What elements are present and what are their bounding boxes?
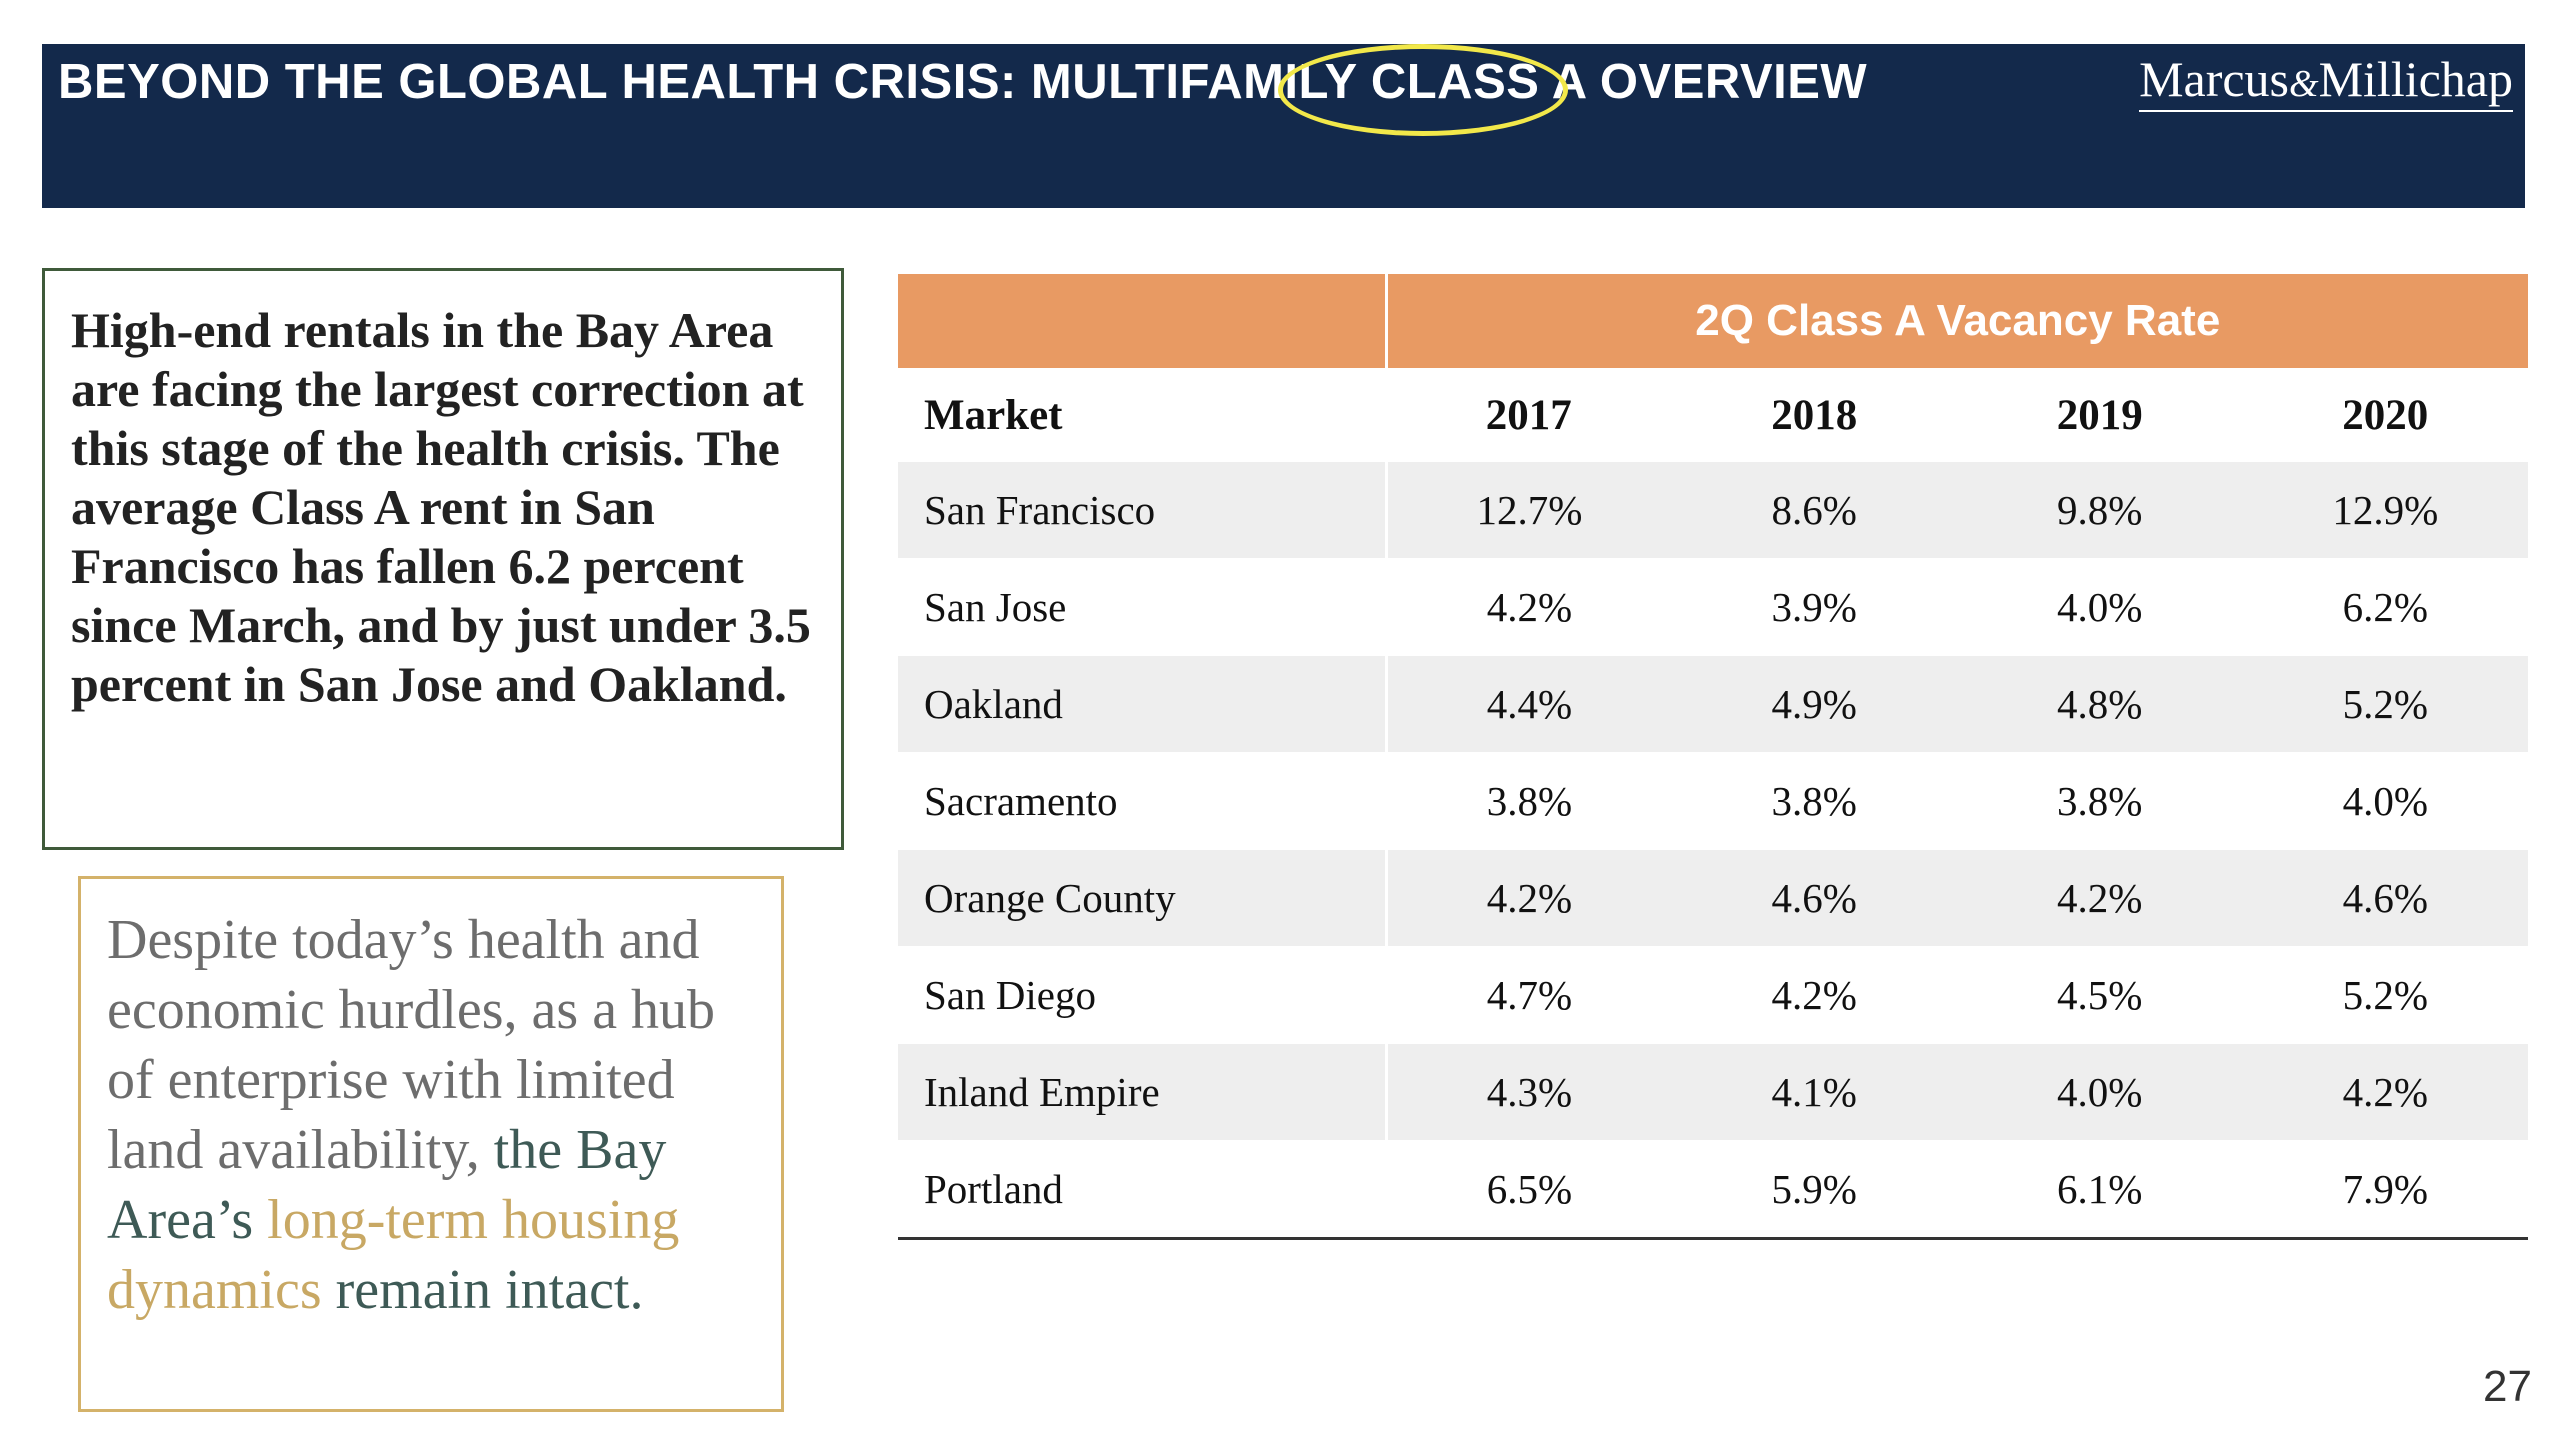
- rate-cell: 4.3%: [1386, 1043, 1672, 1141]
- vacancy-rate-table: 2Q Class A Vacancy Rate Market 2017 2018…: [898, 274, 2529, 1240]
- table-row: San Jose 4.2% 3.9% 4.0% 6.2%: [898, 558, 2529, 656]
- rate-cell: 4.9%: [1671, 655, 1957, 753]
- rate-cell: 3.8%: [1671, 752, 1957, 850]
- rate-cell: 4.5%: [1957, 946, 2243, 1044]
- rate-cell: 5.2%: [2242, 655, 2529, 753]
- rate-cell: 5.2%: [2242, 946, 2529, 1044]
- table-group-header-row: 2Q Class A Vacancy Rate: [898, 274, 2529, 368]
- rate-cell: 4.2%: [2242, 1043, 2529, 1141]
- highlight-ellipse: [1278, 44, 1568, 136]
- rate-cell: 4.2%: [1386, 558, 1672, 656]
- market-cell: San Francisco: [898, 462, 1388, 559]
- table-group-header: 2Q Class A Vacancy Rate: [1386, 274, 2529, 368]
- table-row: Orange County 4.2% 4.6% 4.2% 4.6%: [898, 849, 2529, 947]
- rate-cell: 8.6%: [1671, 462, 1957, 559]
- table-row: San Diego 4.7% 4.2% 4.5% 5.2%: [898, 946, 2529, 1044]
- rate-cell: 4.1%: [1671, 1043, 1957, 1141]
- rate-cell: 5.9%: [1671, 1140, 1957, 1240]
- logo-text-marcus: Marcus: [2139, 51, 2290, 107]
- rate-cell: 12.7%: [1386, 462, 1672, 559]
- rate-cell: 6.5%: [1386, 1140, 1672, 1240]
- rate-cell: 4.2%: [1671, 946, 1957, 1044]
- rate-cell: 6.1%: [1957, 1140, 2243, 1240]
- logo-ampersand: &: [2289, 63, 2319, 105]
- callout-text: High-end rentals in the Bay Area are fac…: [71, 302, 811, 712]
- table-row: San Francisco 12.7% 8.6% 9.8% 12.9%: [898, 462, 2529, 559]
- quote-emphasis: long-term housing dynamics: [107, 1189, 680, 1321]
- rate-cell: 4.4%: [1386, 655, 1672, 753]
- table-header-spacer: [898, 274, 1388, 368]
- slide-title: BEYOND THE GLOBAL HEALTH CRISIS: MULTIFA…: [58, 55, 1868, 109]
- page-number: 27: [2483, 1362, 2532, 1411]
- market-cell: Portland: [898, 1140, 1388, 1240]
- quote-part-1: Despite today’s health and economic hurd…: [107, 909, 716, 1181]
- rate-cell: 3.9%: [1671, 558, 1957, 656]
- quote-part-4: remain intact.: [321, 1259, 644, 1321]
- column-header-market: Market: [898, 368, 1386, 462]
- callout-box: High-end rentals in the Bay Area are fac…: [42, 268, 844, 850]
- rate-cell: 4.0%: [1957, 558, 2243, 656]
- rate-cell: 12.9%: [2242, 462, 2529, 559]
- column-header-2017: 2017: [1386, 368, 1672, 462]
- rate-cell: 3.8%: [1957, 752, 2243, 850]
- rate-cell: 4.8%: [1957, 655, 2243, 753]
- table-row: Oakland 4.4% 4.9% 4.8% 5.2%: [898, 655, 2529, 753]
- rate-cell: 4.6%: [1671, 849, 1957, 947]
- rate-cell: 4.6%: [2242, 849, 2529, 947]
- rate-cell: 3.8%: [1386, 752, 1672, 850]
- market-cell: San Jose: [898, 558, 1388, 656]
- column-header-2019: 2019: [1957, 368, 2243, 462]
- vacancy-table-container: 2Q Class A Vacancy Rate Market 2017 2018…: [898, 274, 2529, 1240]
- table-column-header-row: Market 2017 2018 2019 2020: [898, 368, 2529, 462]
- quote-part-2: the Bay Area’s: [107, 1119, 667, 1251]
- table-row: Portland 6.5% 5.9% 6.1% 7.9%: [898, 1140, 2529, 1240]
- rate-cell: 6.2%: [2242, 558, 2529, 656]
- market-cell: Sacramento: [898, 752, 1388, 850]
- table-row: Inland Empire 4.3% 4.1% 4.0% 4.2%: [898, 1043, 2529, 1141]
- rate-cell: 7.9%: [2242, 1140, 2529, 1240]
- rate-cell: 4.2%: [1957, 849, 2243, 947]
- quote-text: Despite today’s health and economic hurd…: [107, 905, 761, 1325]
- market-cell: Oakland: [898, 655, 1388, 753]
- logo-text-millichap: Millichap: [2318, 51, 2513, 107]
- table-row: Sacramento 3.8% 3.8% 3.8% 4.0%: [898, 752, 2529, 850]
- rate-cell: 4.7%: [1386, 946, 1672, 1044]
- quote-box: Despite today’s health and economic hurd…: [78, 876, 784, 1412]
- market-cell: San Diego: [898, 946, 1388, 1044]
- rate-cell: 4.2%: [1386, 849, 1672, 947]
- rate-cell: 4.0%: [1957, 1043, 2243, 1141]
- title-banner: [42, 44, 2525, 208]
- rate-cell: 4.0%: [2242, 752, 2529, 850]
- market-cell: Inland Empire: [898, 1043, 1388, 1141]
- column-header-2020: 2020: [2242, 368, 2529, 462]
- market-cell: Orange County: [898, 849, 1388, 947]
- column-header-2018: 2018: [1671, 368, 1957, 462]
- company-logo: Marcus&Millichap: [2139, 50, 2513, 112]
- rate-cell: 9.8%: [1957, 462, 2243, 559]
